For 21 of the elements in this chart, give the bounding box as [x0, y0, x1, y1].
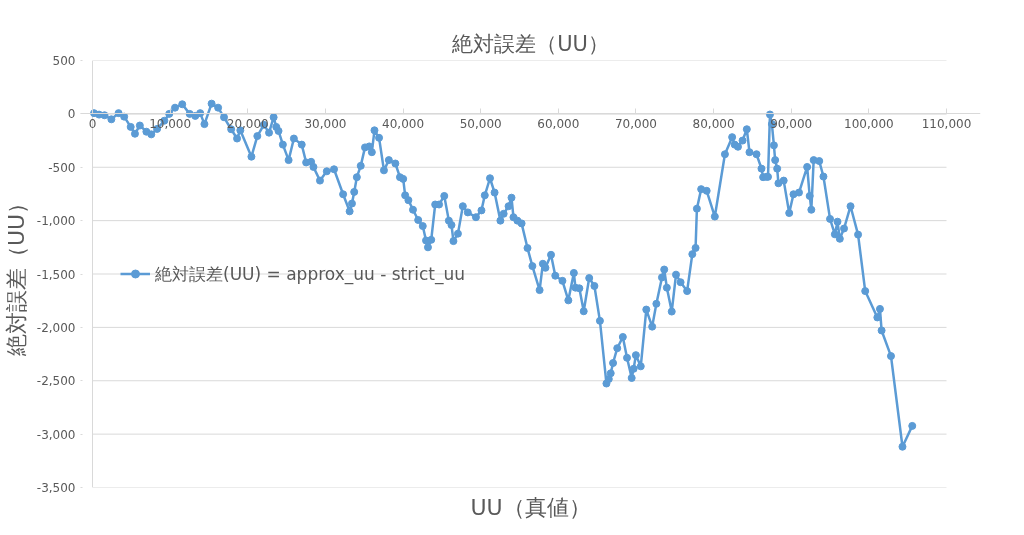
y-tick-label: -2,000: [36, 320, 76, 335]
y-tick-label: -500: [48, 160, 76, 175]
x-tick-label: 100,000: [844, 116, 894, 131]
x-tick-label: 60,000: [537, 116, 580, 131]
y-tick-label: -2,500: [36, 374, 76, 389]
x-axis-title: UU（真値）: [470, 494, 591, 520]
y-tick-label: -3,500: [36, 481, 76, 495]
x-tick-label: 80,000: [692, 116, 735, 131]
y-tick-label: -3,000: [36, 427, 76, 442]
x-tick-label: 110,000: [921, 116, 972, 131]
y-tick-label: -1,000: [36, 214, 76, 229]
x-tick-label: 70,000: [614, 116, 657, 131]
legend-label: 絶対誤差(UU) = approx_uu - strict_uu: [155, 262, 466, 285]
x-tick-label: 0: [88, 116, 97, 131]
y-tick-label: -1,500: [36, 267, 76, 282]
x-tick-label: 40,000: [382, 116, 425, 131]
y-axis-title: 絶対誤差（UU）: [3, 191, 29, 358]
x-tick-label: 30,000: [304, 116, 347, 131]
y-tick-label: 500: [52, 54, 76, 68]
x-tick-label: 50,000: [459, 116, 502, 131]
chart-title: 絶対誤差（UU）: [451, 31, 609, 56]
